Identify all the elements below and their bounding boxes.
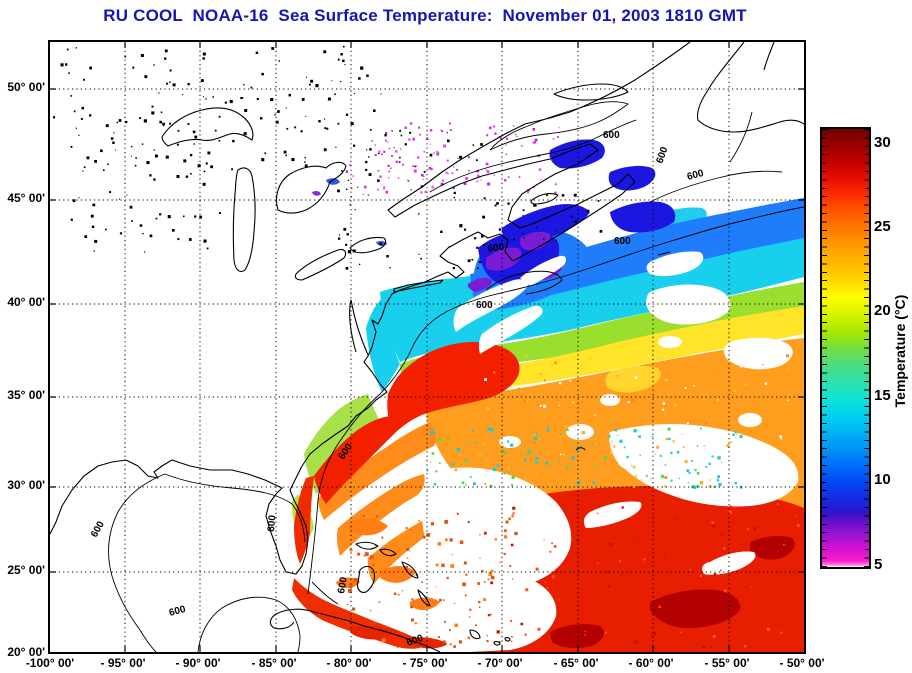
- colorbar: [820, 127, 871, 569]
- x-axis-label: - 90° 00': [175, 656, 221, 670]
- colorbar-ticks-right: [864, 129, 869, 567]
- x-axis-label: -100° 00': [25, 656, 75, 670]
- x-axis-label: - 65° 00': [553, 656, 599, 670]
- contour-label-600: 600: [168, 604, 187, 619]
- sst-color-field: [292, 139, 804, 652]
- y-axis-label: 20° 00': [7, 645, 45, 659]
- colorbar-ticks-left: [822, 129, 827, 567]
- bahamas-islands: [355, 541, 511, 646]
- bathymetry-contours: [108, 101, 804, 652]
- contour-label-600: 600: [89, 519, 107, 539]
- y-axis-label: 25° 00': [7, 563, 45, 577]
- lake-erie: [294, 248, 347, 281]
- y-axis-label: 40° 00': [7, 295, 45, 309]
- colorbar-tick-label: 5: [874, 556, 883, 573]
- figure-title: RU COOL NOAA-16 Sea Surface Temperature:…: [103, 6, 747, 25]
- axis-ticks: [50, 42, 804, 652]
- coastlines: [50, 42, 804, 652]
- anticosti-island: [553, 83, 629, 101]
- colorbar-tick-label: 10: [874, 471, 891, 488]
- y-axis-label: 50° 00': [7, 80, 45, 94]
- newfoundland-coast: [696, 42, 804, 133]
- chesapeake-bay: [349, 299, 369, 356]
- colorbar-tick-label: 30: [874, 134, 891, 151]
- lake-ontario: [349, 236, 387, 254]
- colorbar-tick-label: 25: [874, 218, 891, 235]
- lake-michigan: [232, 167, 256, 273]
- y-axis-label: 30° 00': [7, 478, 45, 492]
- y-axis-label: 45° 00': [7, 191, 45, 205]
- bermuda: [575, 447, 586, 451]
- x-axis-label: - 80° 00': [326, 656, 372, 670]
- contour-label-600: 600: [614, 236, 631, 247]
- contour-label-600: 600: [654, 145, 670, 165]
- contour-label-600: 600: [603, 130, 620, 141]
- x-axis-label: - 95° 00': [100, 656, 146, 670]
- x-axis-label: - 75° 00': [402, 656, 448, 670]
- continent-coastline: [50, 42, 691, 575]
- long-island: [393, 279, 444, 293]
- x-axis-label: - 60° 00': [628, 656, 674, 670]
- contour-label-600: 600: [487, 242, 505, 255]
- contour-label-600: 600: [476, 300, 493, 311]
- x-axis-label: - 70° 00': [477, 656, 523, 670]
- cuba-west-tip: [269, 613, 295, 630]
- x-axis-label: - 85° 00': [251, 656, 297, 670]
- contour-label-600: 600: [336, 576, 350, 595]
- sst-map: 600 600 600 600 600 600 600 600 600 600 …: [50, 42, 804, 652]
- colorbar-tick-label: 15: [874, 387, 891, 404]
- lake-huron: [275, 161, 347, 214]
- sable-island: [657, 251, 671, 256]
- cuba-coast: [275, 608, 441, 652]
- map-plot-area: 600 600 600 600 600 600 600 600 600 600 …: [48, 40, 806, 654]
- contour-label-600: 600: [686, 168, 705, 183]
- y-axis-label: 35° 00': [7, 388, 45, 402]
- x-axis-label: - 55° 00': [704, 656, 750, 670]
- x-axis-label: - 50° 00': [779, 656, 825, 670]
- graticule: [50, 42, 804, 652]
- colorbar-axis-label: Temperature (°C): [892, 294, 908, 408]
- newfoundland-north: [763, 42, 775, 71]
- lake-superior: [161, 107, 254, 147]
- prince-edward-island: [530, 193, 559, 205]
- colorbar-tick-label: 20: [874, 302, 891, 319]
